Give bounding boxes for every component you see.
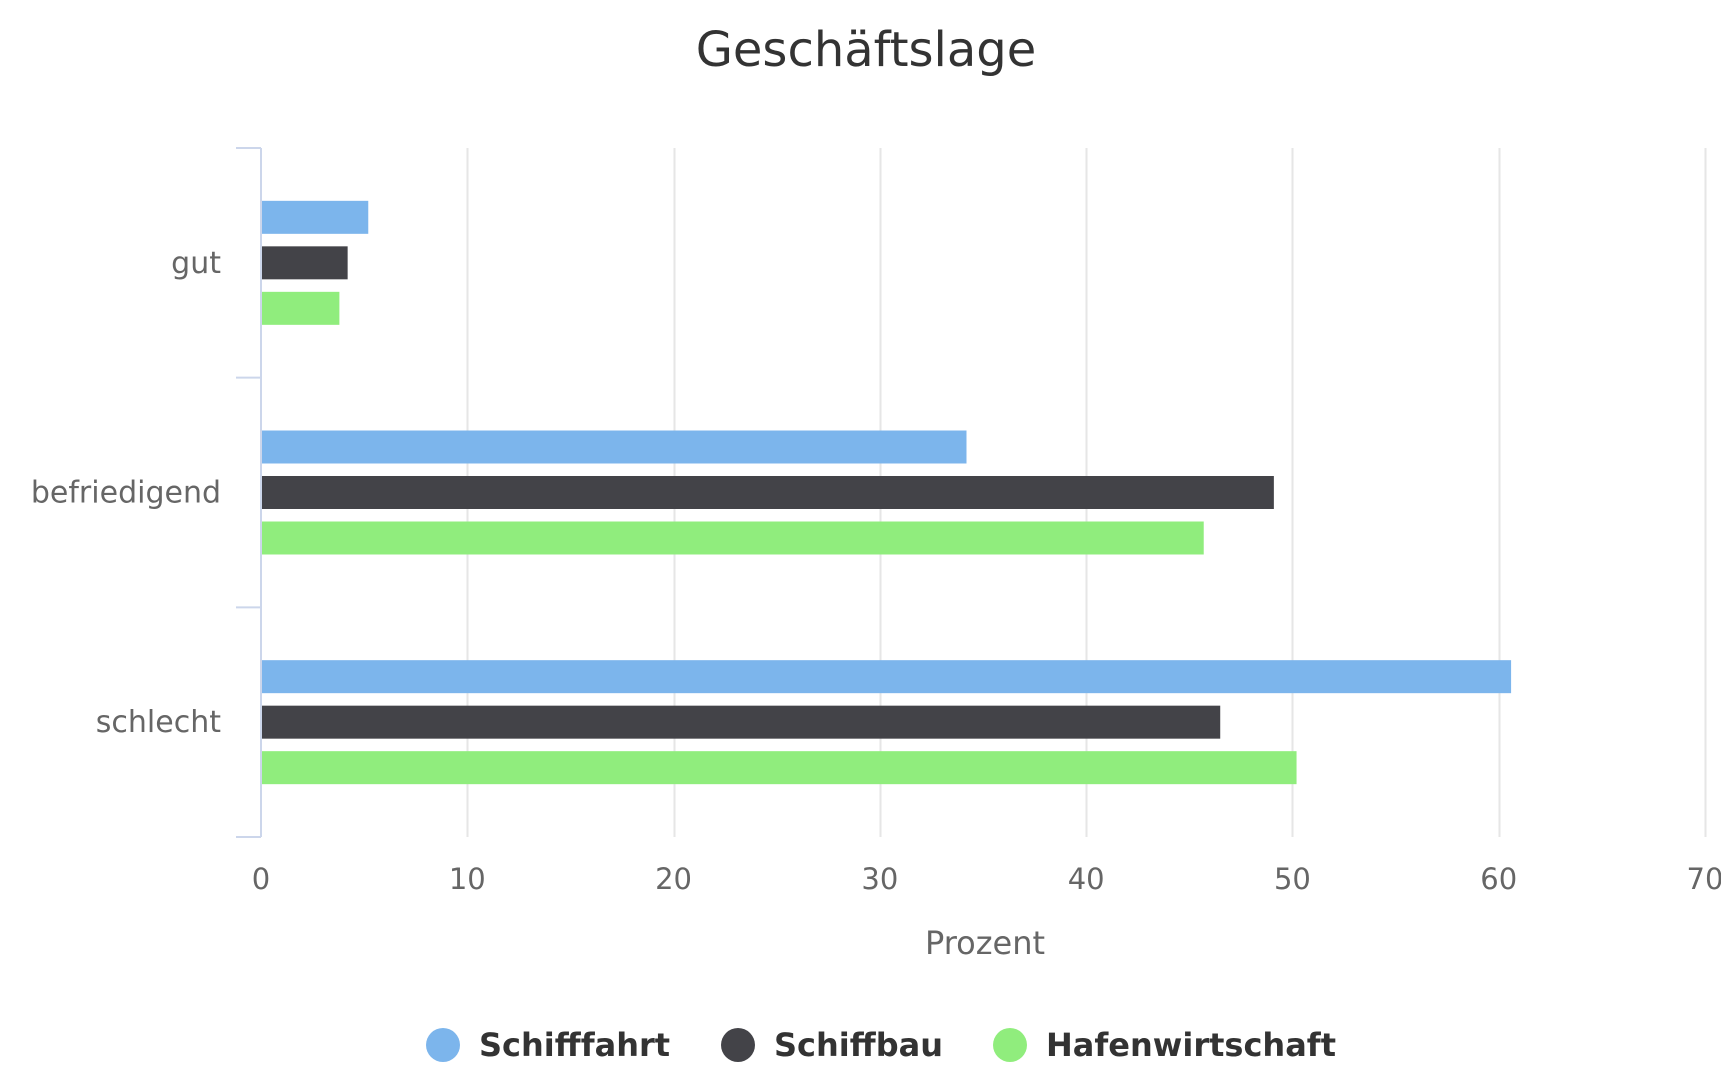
x-tick-label-40: 40 [1068,862,1105,896]
bar-schifffahrt-schlecht[interactable] [261,660,1512,694]
bar-schifffahrt-befriedigend[interactable] [261,430,967,464]
bar-hafenwirtschaft-befriedigend[interactable] [261,521,1204,555]
category-label-schlecht: schlecht [96,705,221,740]
axes [236,147,262,838]
legend-label-schifffahrt: Schifffahrt [479,1026,670,1064]
bars [261,200,1512,785]
legend-item-schiffbau[interactable]: Schiffbau [721,1026,943,1064]
x-tick-label-30: 30 [861,862,898,896]
legend-label-hafenwirtschaft: Hafenwirtschaft [1046,1026,1336,1064]
bar-hafenwirtschaft-schlecht[interactable] [261,751,1297,785]
legend-label-schiffbau: Schiffbau [774,1026,943,1064]
legend-item-schifffahrt[interactable]: Schifffahrt [426,1026,670,1064]
legend-item-hafenwirtschaft[interactable]: Hafenwirtschaft [993,1026,1336,1064]
x-tick-label-60: 60 [1480,862,1517,896]
category-label-gut: gut [171,246,221,281]
bar-hafenwirtschaft-gut[interactable] [261,291,340,325]
axis-labels: gut befriedigend schlecht 0 10 20 30 40 50 60 70 [31,246,1721,896]
legend-marker-schiffbau [721,1028,755,1062]
x-tick-label-0: 0 [252,862,270,896]
bar-schiffbau-gut[interactable] [261,246,348,280]
legend-marker-hafenwirtschaft [993,1028,1027,1062]
x-tick-label-20: 20 [655,862,692,896]
category-label-befriedigend: befriedigend [31,476,221,511]
legend: Schifffahrt Schiffbau Hafenwirtschaft [426,1026,1336,1064]
bar-schiffbau-befriedigend[interactable] [261,476,1274,509]
x-tick-label-50: 50 [1274,862,1311,896]
chart-title: Geschäftslage [696,22,1037,78]
x-tick-label-10: 10 [449,862,486,896]
bar-schifffahrt-gut[interactable] [261,200,369,234]
x-axis-title: Prozent [925,924,1045,962]
x-tick-label-70: 70 [1687,862,1721,896]
bar-schiffbau-schlecht[interactable] [261,705,1221,739]
legend-marker-schifffahrt [426,1028,460,1062]
